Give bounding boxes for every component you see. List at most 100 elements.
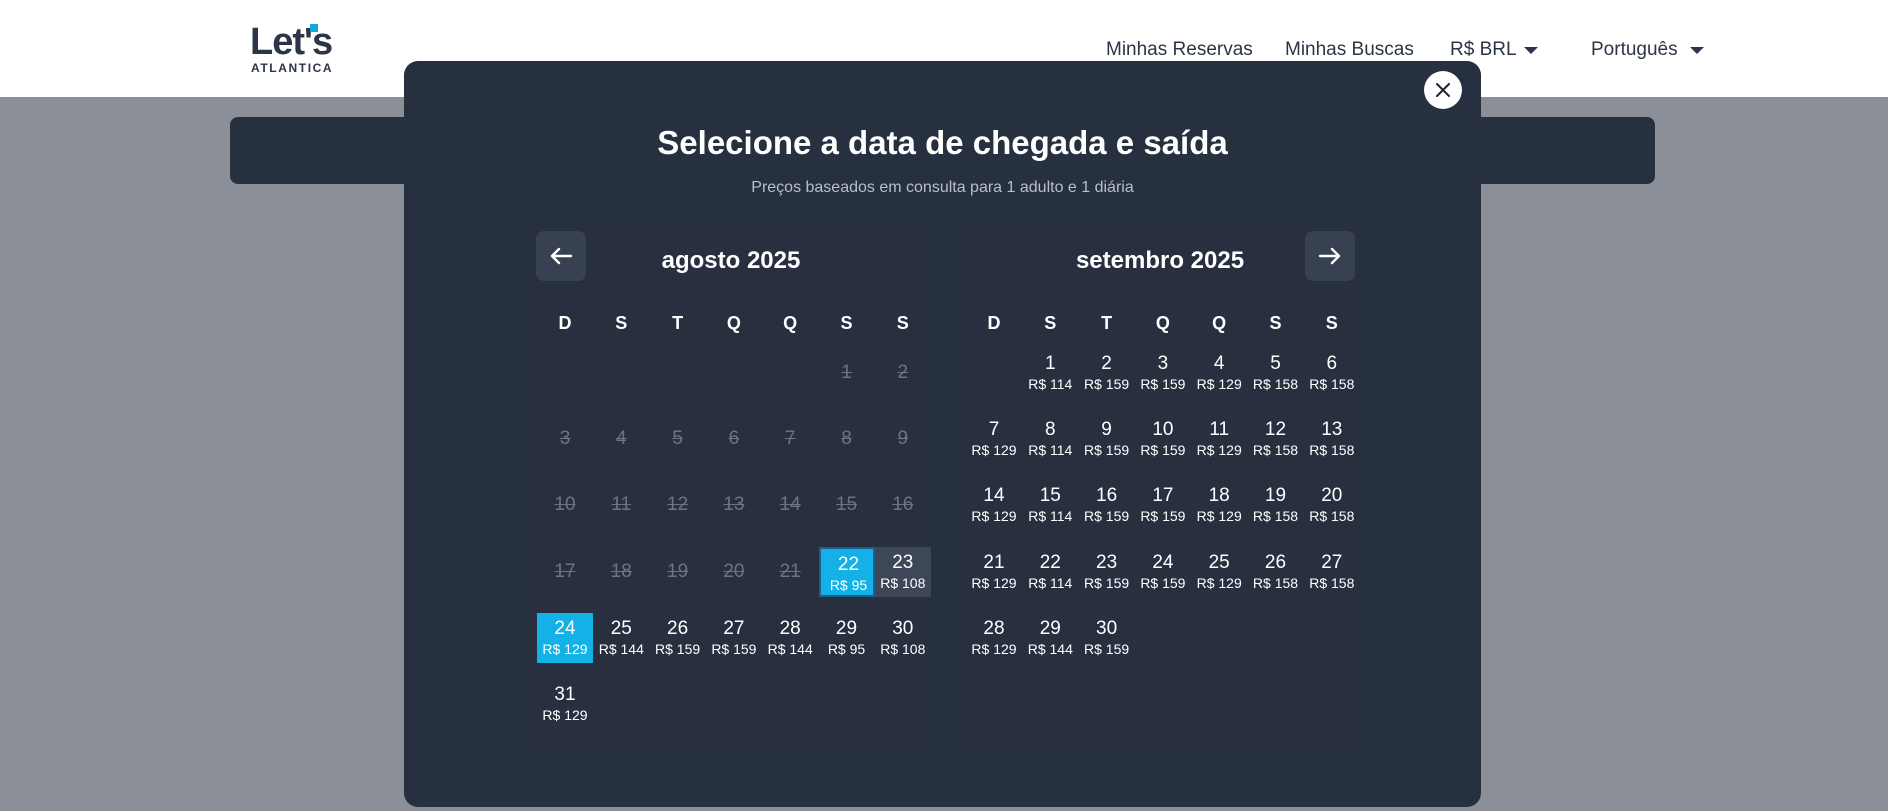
day-number: 4	[1213, 353, 1225, 374]
calendar-day-available[interactable]: 22 R$ 114	[1022, 547, 1078, 597]
nav-my-reservations[interactable]: Minhas Reservas	[1106, 39, 1253, 60]
day-price: R$ 159	[1084, 574, 1130, 591]
day-number: 1	[841, 362, 852, 383]
language-selector[interactable]: Português	[1591, 38, 1691, 62]
calendar-day-available[interactable]: 10 R$ 159	[1135, 414, 1191, 464]
caret-down-icon[interactable]	[1524, 47, 1538, 54]
day-price: R$ 144	[1027, 640, 1073, 657]
calendar-day-available[interactable]: 29 R$ 95	[819, 613, 875, 663]
day-price: R$ 114	[1028, 508, 1073, 525]
day-number: 29	[1039, 617, 1061, 639]
day-number: 23	[892, 551, 914, 573]
calendar-day-available[interactable]: 15 R$ 114	[1022, 480, 1078, 530]
day-number: 21	[779, 560, 801, 582]
calendar-day-available[interactable]: 8 R$ 114	[1022, 414, 1078, 464]
calendar-day-available[interactable]: 27 R$ 158	[1304, 547, 1360, 597]
calendar-day-available[interactable]: 11 R$ 129	[1191, 414, 1247, 464]
calendar-day-available[interactable]: 17 R$ 159	[1135, 480, 1191, 530]
close-icon	[1436, 83, 1450, 97]
calendar-day-available[interactable]: 9 R$ 159	[1079, 414, 1135, 464]
logo-square-mark	[310, 24, 318, 32]
calendar-day-available[interactable]: 25 R$ 144	[593, 613, 649, 663]
day-number: 18	[610, 560, 632, 582]
calendar-day-available[interactable]: 1 R$ 114	[1022, 348, 1078, 398]
day-number: 7	[784, 428, 796, 450]
brand-logo[interactable]: Let's ATLANTICA	[250, 22, 340, 74]
nav-my-searches[interactable]: Minhas Buscas	[1285, 39, 1414, 60]
calendar-day-available[interactable]: 21 R$ 129	[966, 547, 1022, 597]
calendar-day-available[interactable]: 3 R$ 159	[1135, 348, 1191, 398]
day-number: 21	[983, 551, 1005, 573]
calendar-day-past: 6	[706, 414, 762, 464]
close-button[interactable]	[1424, 71, 1462, 109]
calendar-day-available[interactable]: 27 R$ 159	[706, 613, 762, 663]
day-price: R$ 158	[1309, 508, 1355, 525]
caret-down-icon[interactable]	[1690, 47, 1704, 54]
modal-title: Selecione a data de chegada e saída	[657, 124, 1228, 161]
calendar-day-available[interactable]: 28 R$ 129	[966, 613, 1022, 663]
calendar-day-available[interactable]: 31 R$ 129	[537, 679, 593, 729]
day-price: R$ 158	[1252, 376, 1299, 392]
day-price: R$ 114	[1028, 574, 1073, 591]
day-number: 10	[1152, 419, 1174, 441]
previous-month-button[interactable]	[536, 231, 586, 281]
calendar-day-available[interactable]: 29 R$ 144	[1022, 613, 1078, 663]
day-number: 16	[892, 494, 914, 516]
day-price: R$ 144	[598, 640, 644, 657]
calendar-day-available[interactable]: 14 R$ 129	[966, 480, 1022, 530]
calendar-day-past: 18	[593, 547, 649, 597]
day-price: R$ 95	[827, 640, 866, 657]
day-number: 20	[1321, 485, 1343, 507]
calendar-day-available[interactable]: 30 R$ 159	[1079, 613, 1135, 663]
calendar-day-available[interactable]: 5 R$ 158	[1248, 348, 1304, 398]
calendar-day-past: 9	[875, 414, 931, 464]
next-month-button[interactable]	[1305, 231, 1355, 281]
calendar-day-available[interactable]: 6 R$ 158	[1304, 348, 1360, 398]
day-number: 12	[667, 494, 689, 516]
calendar-day-past: 20	[706, 547, 762, 597]
day-number: 15	[835, 494, 858, 516]
language-label: Português	[1591, 39, 1678, 60]
calendar-day-past: 4	[593, 414, 649, 464]
calendar-day-available[interactable]: 24 R$ 159	[1135, 547, 1191, 597]
calendar-day-available[interactable]: 30 R$ 108	[875, 613, 931, 663]
day-number: 24	[1152, 551, 1174, 573]
calendar-day-available[interactable]: 26 R$ 158	[1248, 547, 1304, 597]
day-price: R$ 129	[971, 442, 1017, 459]
calendar-day-available[interactable]: 13 R$ 158	[1304, 414, 1360, 464]
calendar-day-available[interactable]: 7 R$ 129	[966, 414, 1022, 464]
day-number: 30	[1096, 617, 1118, 639]
day-price: R$ 129	[1196, 442, 1242, 459]
calendar-day-available[interactable]: 2 R$ 159	[1079, 348, 1135, 398]
day-price: R$ 159	[1084, 442, 1130, 459]
calendar-day-available[interactable]: 20 R$ 158	[1304, 480, 1360, 530]
day-number: 3	[1157, 353, 1169, 374]
calendar-day-checkin[interactable]: 22 R$ 95	[818, 546, 875, 597]
calendar-day-range[interactable]: 23 R$ 108	[874, 546, 931, 597]
day-number: 11	[1209, 419, 1230, 441]
day-number: 29	[835, 617, 858, 639]
calendar-day-available[interactable]: 16 R$ 159	[1079, 480, 1135, 530]
day-number: 14	[983, 485, 1005, 507]
calendar-day-past: 19	[650, 547, 706, 597]
calendar-day-past: 11	[593, 480, 649, 530]
day-number: 3	[559, 428, 571, 450]
calendar-day-available[interactable]: 18 R$ 129	[1191, 480, 1247, 530]
day-price: R$ 129	[542, 707, 588, 723]
calendar-day-available[interactable]: 25 R$ 129	[1191, 547, 1247, 597]
currency-selector[interactable]: R$ BRL	[1450, 38, 1540, 62]
calendar-day-available[interactable]: 19 R$ 158	[1248, 480, 1304, 530]
calendar-day-available[interactable]: 23 R$ 159	[1079, 547, 1135, 597]
calendar-day-past: 13	[706, 480, 762, 530]
day-number: 22	[1039, 551, 1061, 573]
calendar-day-available[interactable]: 26 R$ 159	[650, 613, 706, 663]
calendar-day-checkout[interactable]: 24 R$ 129	[537, 612, 593, 663]
day-price: R$ 159	[1084, 640, 1130, 657]
logo-subtitle: ATLANTICA	[251, 61, 334, 75]
calendar-day-available[interactable]: 28 R$ 144	[762, 613, 818, 663]
day-number: 25	[1208, 551, 1230, 573]
calendar-day-past: 14	[762, 480, 818, 530]
calendar-day-available[interactable]: 4 R$ 129	[1191, 348, 1247, 398]
calendar-day-available[interactable]: 12 R$ 158	[1248, 414, 1304, 464]
day-number: 27	[1321, 551, 1343, 573]
